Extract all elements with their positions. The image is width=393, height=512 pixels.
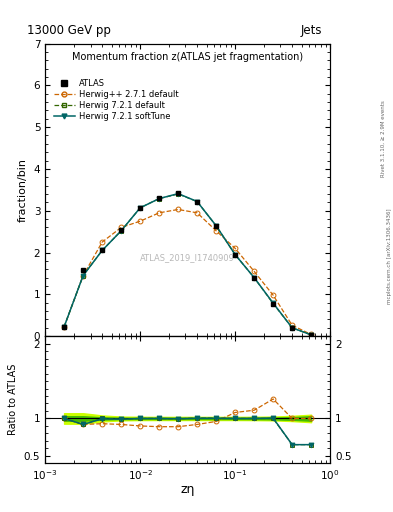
Text: Rivet 3.1.10, ≥ 2.9M events: Rivet 3.1.10, ≥ 2.9M events bbox=[381, 100, 386, 177]
X-axis label: zη: zη bbox=[180, 483, 195, 497]
Text: Jets: Jets bbox=[301, 24, 322, 37]
Y-axis label: fraction/bin: fraction/bin bbox=[18, 158, 28, 222]
Text: mcplots.cern.ch [arXiv:1306.3436]: mcplots.cern.ch [arXiv:1306.3436] bbox=[387, 208, 391, 304]
Legend: ATLAS, Herwig++ 2.7.1 default, Herwig 7.2.1 default, Herwig 7.2.1 softTune: ATLAS, Herwig++ 2.7.1 default, Herwig 7.… bbox=[52, 77, 180, 122]
Text: ATLAS_2019_I1740909: ATLAS_2019_I1740909 bbox=[140, 252, 235, 262]
Y-axis label: Ratio to ATLAS: Ratio to ATLAS bbox=[8, 364, 18, 435]
Text: Momentum fraction z(ATLAS jet fragmentation): Momentum fraction z(ATLAS jet fragmentat… bbox=[72, 52, 303, 62]
Text: 13000 GeV pp: 13000 GeV pp bbox=[27, 24, 111, 37]
